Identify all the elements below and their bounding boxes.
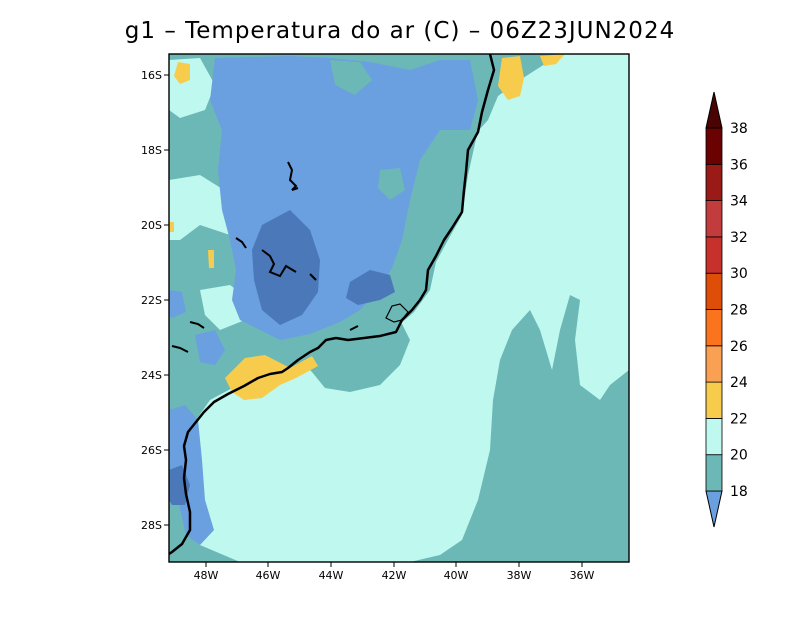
map-title: g1 – Temperatura do ar (C) – 06Z23JUN202…: [124, 18, 676, 44]
colorbar-label-34: 34: [730, 194, 748, 210]
lon-label-36w: 36W: [570, 569, 595, 582]
colorbar-segment-24-26: [705, 345, 723, 383]
colorbar-label-28: 28: [730, 303, 748, 319]
lat-label-24s: 24S: [141, 369, 162, 382]
lon-label-40w: 40W: [444, 569, 469, 582]
lat-label-28s: 28S: [141, 519, 162, 532]
lat-label-18s: 18S: [141, 144, 162, 157]
field-18-20-sw: [169, 405, 214, 545]
lon-label-48w: 48W: [194, 569, 219, 582]
field-24-26-b: [174, 62, 190, 84]
lon-label-44w: 44W: [319, 569, 344, 582]
colorbar: 18 20 22 24 26 28 30 32 34 36 38: [705, 91, 748, 528]
colorbar-label-18: 18: [730, 484, 748, 500]
field-24-26-a: [225, 355, 318, 400]
coastline-bay: [385, 303, 409, 323]
lat-label-22s: 22S: [141, 294, 162, 307]
colorbar-below-triangle: [705, 490, 723, 528]
field-20-22-coast: [300, 320, 410, 392]
colorbar-label-36: 36: [730, 157, 748, 173]
colorbar-segment-18-20: [705, 454, 723, 492]
field-24-26-e: [208, 250, 214, 268]
lon-label-46w: 46W: [256, 569, 281, 582]
field-20-22-hole: [330, 60, 372, 95]
colorbar-label-24: 24: [730, 375, 748, 391]
field-24-26-d: [540, 54, 565, 66]
colorbar-label-32: 32: [730, 230, 748, 246]
lakes: [171, 161, 359, 353]
field-18-20-w2: [169, 290, 186, 318]
field-24-26-f: [169, 222, 174, 232]
colorbar-segment-36-38: [705, 127, 723, 165]
colorbar-label-20: 20: [730, 448, 748, 464]
lon-label-38w: 38W: [507, 569, 532, 582]
lat-label-16s: 16S: [141, 69, 162, 82]
map-frame: [168, 53, 630, 563]
colorbar-label-30: 30: [730, 266, 748, 282]
field-below-18-b: [346, 270, 395, 305]
colorbar-label-26: 26: [730, 339, 748, 355]
field-20-22-hole-2: [378, 168, 405, 200]
colorbar-label-38: 38: [730, 121, 748, 137]
colorbar-segment-28-30: [705, 272, 723, 310]
longitude-axis: 48W 46W 44W 42W 40W 38W 36W: [194, 562, 595, 582]
colorbar-above-triangle: [705, 91, 723, 129]
colorbar-segment-20-22: [705, 417, 723, 456]
field-24-26-c: [498, 56, 524, 100]
coastline: [169, 54, 496, 556]
colorbar-segment-30-32: [705, 236, 723, 274]
colorbar-segment-34-36: [705, 163, 723, 202]
lat-label-26s: 26S: [141, 444, 162, 457]
latitude-axis: 16S 18S 20S 22S 24S 26S 28S: [141, 69, 169, 532]
colorbar-segment-32-34: [705, 200, 723, 238]
colorbar-label-22: 22: [730, 411, 748, 427]
field-18-20-w: [195, 330, 225, 365]
colorbar-segment-22-24: [705, 381, 723, 419]
lat-label-20s: 20S: [141, 219, 162, 232]
colorbar-segment-26-28: [705, 309, 723, 347]
lon-label-42w: 42W: [382, 569, 407, 582]
temperature-field: [169, 54, 629, 562]
field-20-22-ocean: [410, 295, 629, 562]
